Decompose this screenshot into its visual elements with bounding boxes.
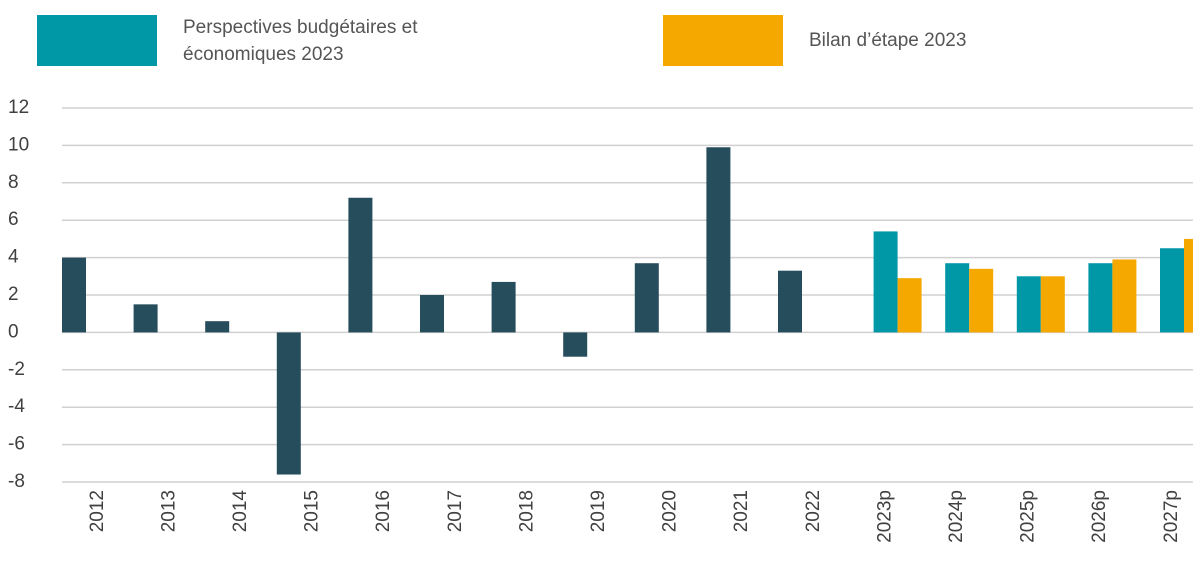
bar [205,321,230,333]
x-tick-label: 2013 [158,490,179,532]
x-tick-label: 2025p [1018,490,1039,543]
bar [420,295,444,333]
y-tick-label: 10 [8,134,29,155]
bar [778,270,802,333]
legend-swatch [663,15,783,66]
x-tick-label: 2027p [1161,490,1182,543]
bar [276,332,301,475]
y-tick-label: 12 [8,97,29,118]
bar [348,197,373,333]
x-tick-label: 2015 [302,490,323,532]
legend-swatch [37,15,157,66]
bar [563,332,588,357]
x-tick-label: 2012 [87,490,108,532]
x-tick-label: 2021 [731,490,752,532]
bar [1040,276,1065,333]
bar [1112,259,1137,333]
x-tick-label: 2018 [516,490,537,532]
x-tick-label: 2022 [803,490,824,532]
y-tick-label: 4 [8,247,19,268]
x-tick-label: 2019 [588,490,609,532]
bar [945,263,970,333]
y-tick-label: -2 [8,359,25,380]
legend-label: Bilan d’étape 2023 [809,30,967,51]
y-tick-label: -6 [8,434,25,455]
x-tick-label: 2023p [874,490,895,543]
bar [1088,263,1113,333]
bar [969,268,994,333]
bar [1160,248,1184,333]
legend-item: Perspectives budgétaires et économiques … [37,15,483,66]
y-tick-label: 8 [8,172,19,193]
legend-label: Perspectives budgétaires et économiques … [183,16,418,65]
bar [897,278,922,333]
bar [634,263,659,333]
bar [873,231,898,333]
legend-item: Bilan d’étape 2023 [663,15,1109,66]
x-tick-label: 2024p [946,490,967,543]
y-tick-label: -4 [8,396,25,417]
bar [133,304,158,333]
x-tick-label: 2017 [445,490,466,532]
y-tick-label: 0 [8,321,19,342]
bar [1184,238,1193,333]
x-tick-label: 2026p [1089,490,1110,543]
y-tick-label: 2 [8,284,19,305]
bar [706,147,731,333]
x-tick-label: 2016 [373,490,394,532]
bar [62,257,86,333]
y-tick-label: -8 [8,471,25,492]
bar [491,281,516,333]
bar [1016,276,1041,333]
x-tick-label: 2014 [230,490,251,533]
x-tick-label: 2020 [660,490,681,532]
y-tick-label: 6 [8,209,19,230]
